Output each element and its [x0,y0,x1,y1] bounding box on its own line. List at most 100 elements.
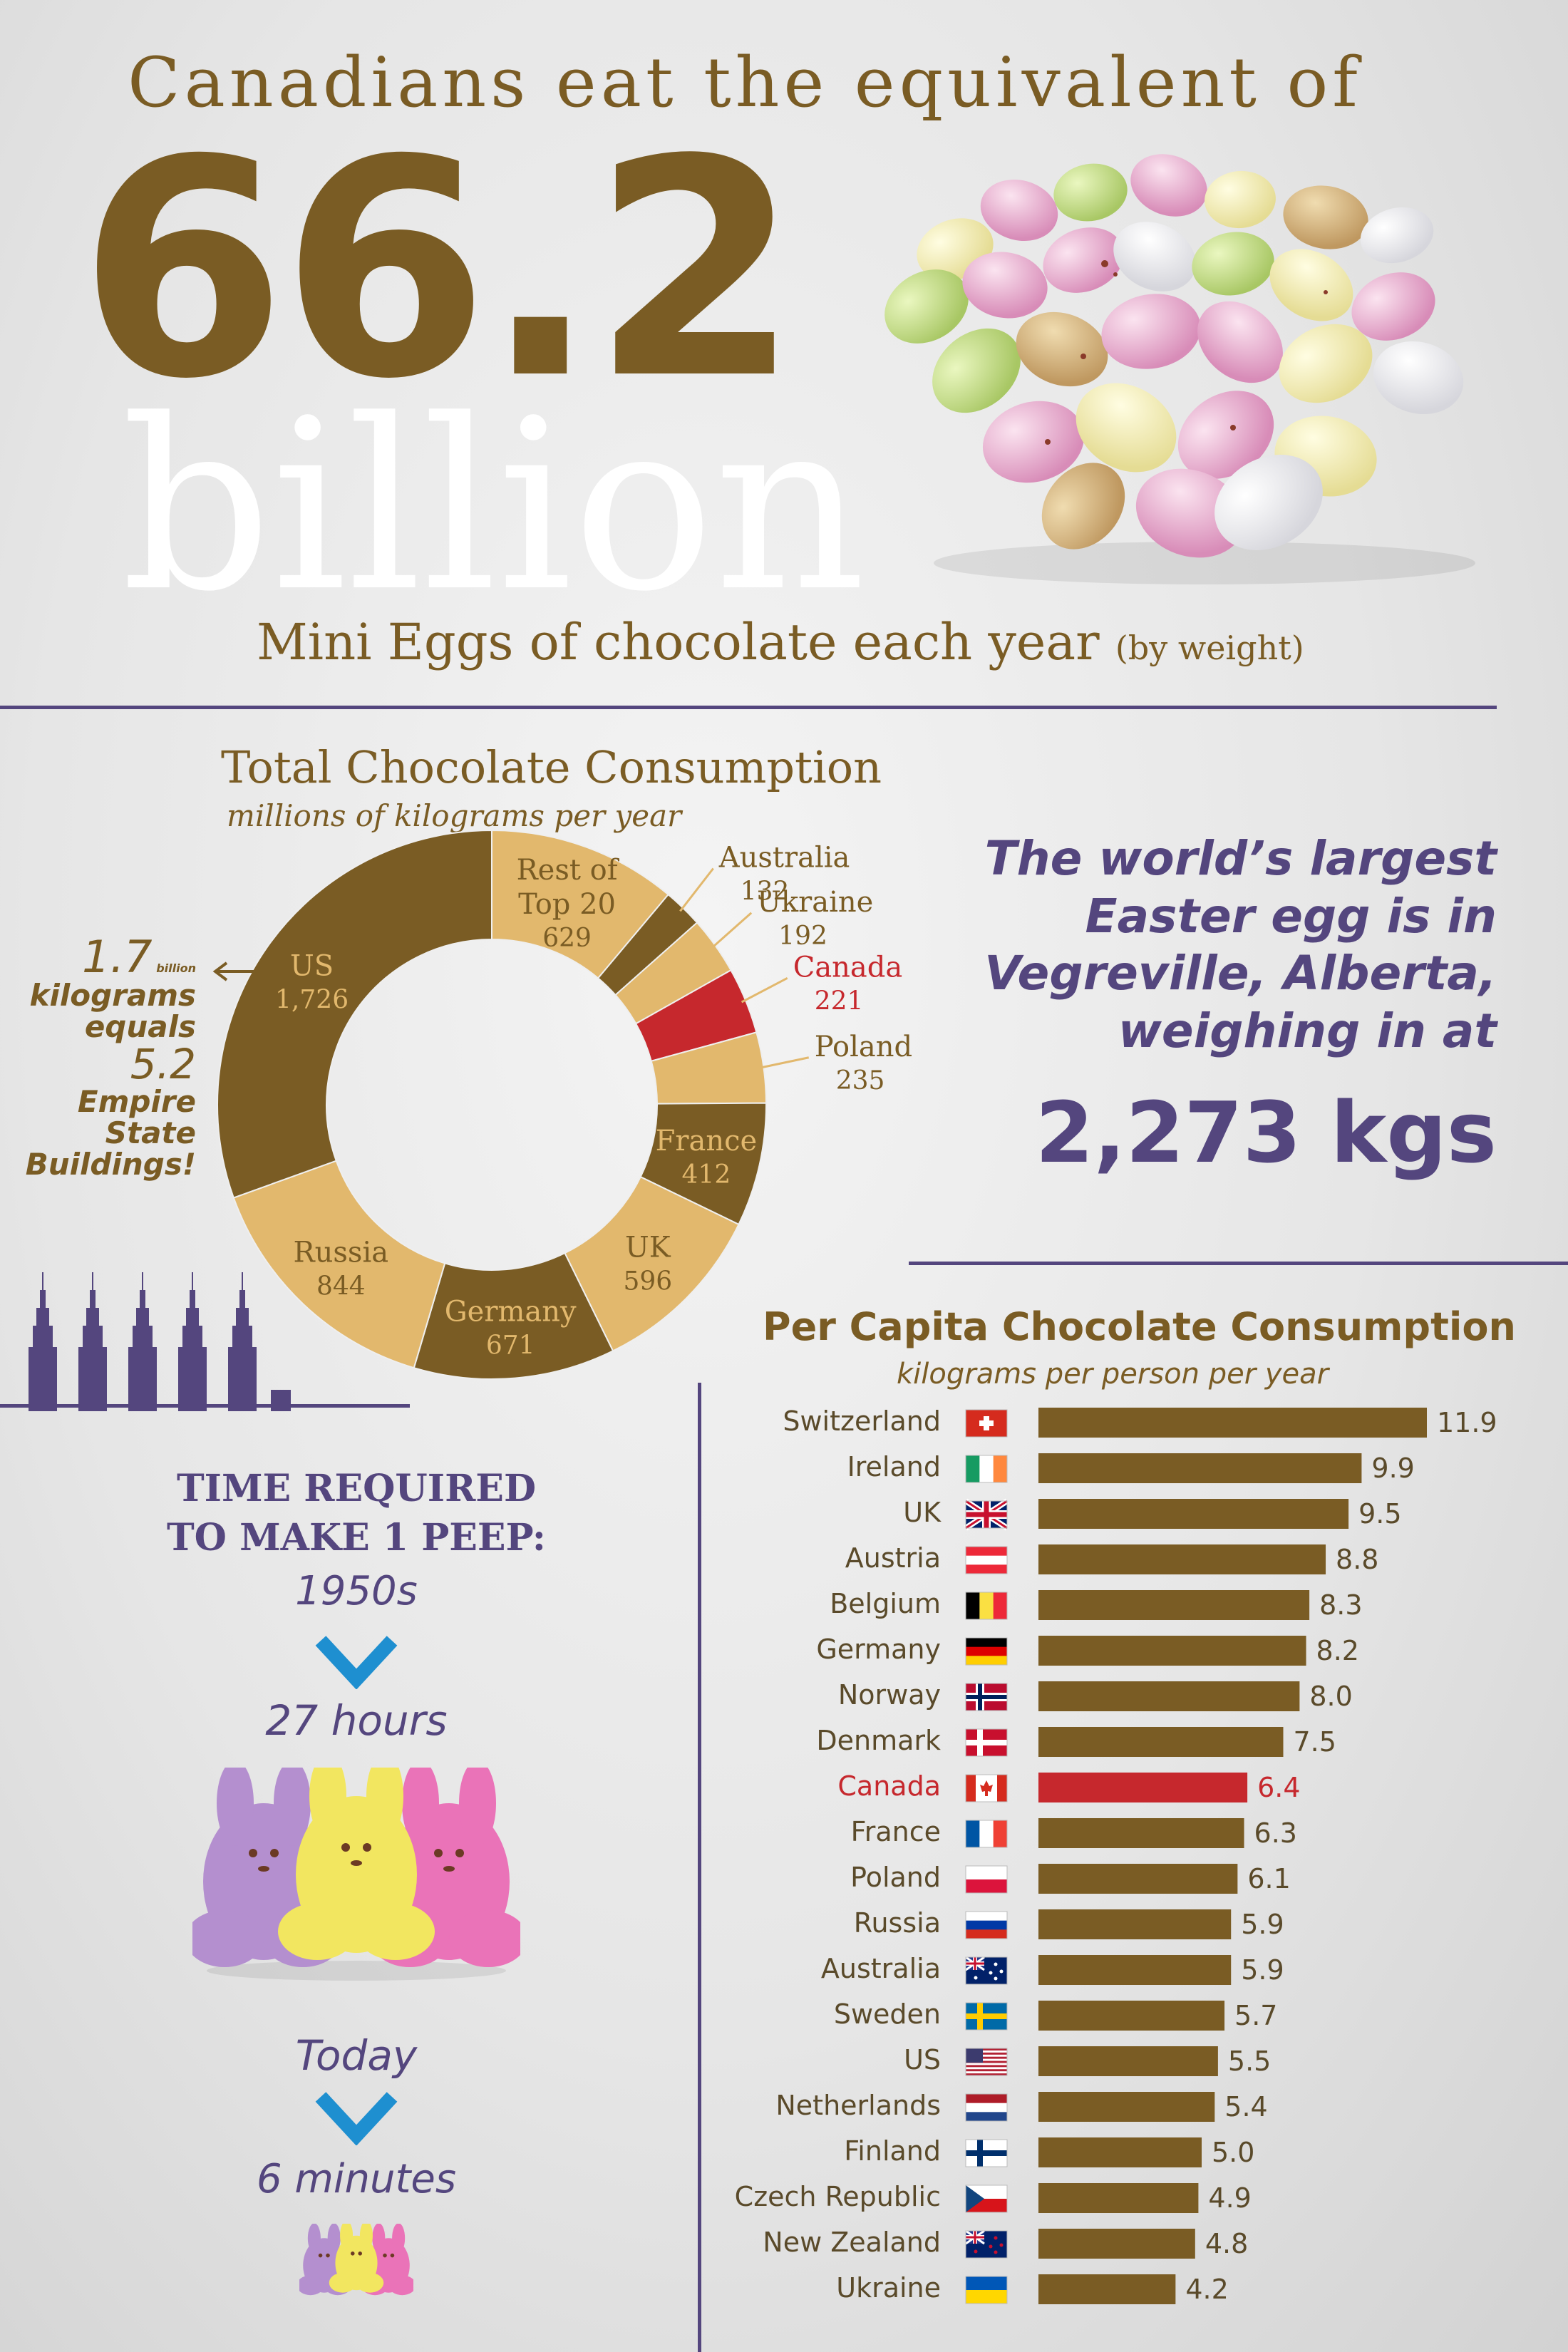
bar-label-us: US [904,2044,941,2075]
egg-fact-line4: weighing in at [1118,1003,1497,1058]
donut-slice-russia [232,1160,446,1369]
netherlands-flag [966,2094,1007,2122]
bar-label-poland: Poland [850,1862,941,1893]
bar-poland [1038,1864,1238,1894]
us-flag [966,2048,1007,2075]
bar-finland [1038,2137,1202,2167]
bar-switzerland [1038,1408,1427,1438]
us-note-line5: Empire [77,1084,196,1120]
poland-flag [966,1866,1007,1894]
peep-time-6-minutes: 6 minutes [256,2156,457,2202]
us-note-amount: 1.7 [82,931,153,983]
us-note-line2: kilograms [29,978,196,1013]
peep-time-27-hours: 27 hours [265,1696,448,1745]
big-word: billion [121,369,866,643]
peep-era-today: Today [295,2031,418,2080]
bar-label-australia: Australia [821,1953,941,1984]
donut-leader-australia [679,867,714,912]
donut-label-rest-of-top-20: Rest of [517,854,620,887]
bar-value-russia: 5.9 [1241,1909,1284,1940]
donut-value-australia: 132 [741,877,790,906]
bar-label-uk: UK [903,1497,942,1528]
bar-france [1038,1818,1244,1848]
small-peeps-image [299,2224,413,2296]
uk-flag [964,1498,1009,1531]
bar-label-netherlands: Netherlands [775,2090,941,2121]
peep-title-line1: TIME REQUIRED [176,1467,537,1510]
donut-leader-poland [759,1056,810,1069]
donut-value-russia: 844 [316,1272,366,1301]
bar-label-ireland: Ireland [847,1451,941,1482]
bar-chart-subtitle: kilograms per person per year [897,1358,1329,1391]
bar-value-netherlands: 5.4 [1224,2091,1267,2123]
sweden-flag [966,2003,1007,2030]
bar-value-belgium: 8.3 [1319,1589,1362,1621]
donut-label-us: US [290,950,334,983]
bar-value-australia: 5.9 [1241,1954,1284,1986]
egg-fact-line2: Easter egg is in [1085,888,1497,944]
canada-flag [966,1775,1007,1802]
empire-state-buildings-icon [29,1272,291,1411]
us-note-count: 5.2 [130,1040,196,1089]
ukraine-flag [966,2276,1007,2304]
bar-label-switzerland: Switzerland [783,1405,941,1437]
bar-value-france: 6.3 [1254,1817,1297,1849]
bar-label-sweden: Sweden [834,1998,941,2030]
switzerland-flag [966,1410,1007,1437]
czech-republic-flag [966,2185,1007,2213]
bar-label-ukraine: Ukraine [836,2272,941,2304]
donut-value-germany: 671 [486,1331,535,1360]
donut-leader-canada [741,977,788,1004]
egg-fact-line1: The world’s largest [984,831,1497,886]
bar-uk [1038,1499,1349,1529]
bar-chart-title: Per Capita Chocolate Consumption [763,1304,1516,1349]
bar-value-ireland: 9.9 [1371,1453,1414,1484]
donut-label-france: France [656,1125,758,1157]
us-comparison-note: 1.7 billion kilograms equals 5.2 Empire … [0,934,196,1180]
easter-egg-weight: 2,273 kgs [1035,1083,1497,1182]
bar-label-france: France [851,1816,941,1847]
bar-label-belgium: Belgium [830,1588,941,1619]
donut-chart-title: Total Chocolate Consumption [221,741,882,793]
donut-value-rest-of-top-20: 629 [542,924,592,953]
bar-value-sweden: 5.7 [1234,2000,1277,2031]
us-note-line6: State [105,1115,196,1151]
bar-value-austria: 8.8 [1336,1544,1378,1575]
mini-eggs-caption: Mini Eggs of chocolate each year (by wei… [257,613,1304,671]
bar-value-norway: 8.0 [1309,1681,1352,1712]
bar-label-czech-republic: Czech Republic [735,2181,941,2212]
austria-flag [966,1547,1007,1574]
bar-value-czech-republic: 4.9 [1208,2182,1251,2214]
bar-belgium [1038,1590,1310,1620]
bar-canada [1038,1773,1248,1802]
donut-chart-subtitle: millions of kilograms per year [227,798,682,833]
bar-value-canada: 6.4 [1257,1772,1300,1803]
bar-label-finland: Finland [844,2135,941,2167]
bar-value-poland: 6.1 [1247,1863,1290,1894]
finland-flag [966,2140,1007,2167]
chevron-down-icon [315,1636,398,1689]
bar-value-germany: 8.2 [1316,1635,1359,1666]
egg-fact-line3: Vegreville, Alberta, [984,946,1497,1001]
donut-label-russia: Russia [294,1236,389,1269]
bar-ireland [1038,1453,1362,1483]
denmark-flag [966,1729,1007,1756]
bar-value-denmark: 7.5 [1293,1726,1336,1758]
donut-value-poland: 235 [836,1066,885,1095]
new-zealand-flag [965,2229,1007,2258]
peep-era-1950s: 1950s [295,1568,418,1614]
donut-value-france: 412 [682,1160,731,1190]
bar-us [1038,2046,1218,2076]
big-number: 66.2 [78,96,800,445]
belgium-flag [966,1592,1008,1619]
donut-value-us: 1,726 [275,986,349,1015]
bar-russia [1038,1909,1232,1939]
bar-value-new-zealand: 4.8 [1205,2228,1248,2259]
bar-value-finland: 5.0 [1212,2137,1254,2168]
bar-value-us: 5.5 [1228,2046,1271,2077]
bar-netherlands [1038,2092,1215,2122]
germany-flag [966,1638,1007,1666]
peeps-image [192,1768,520,1981]
